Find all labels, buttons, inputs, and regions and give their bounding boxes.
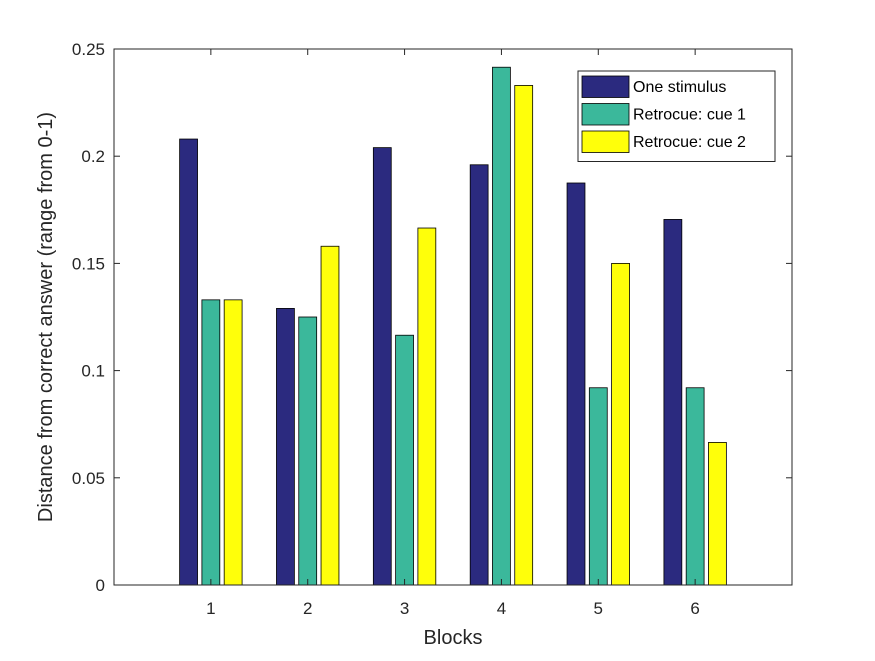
bar-series1-2	[276, 308, 295, 586]
x-tick-label: 6	[690, 599, 699, 618]
axes-box	[113, 48, 793, 586]
bar-series2-5	[588, 387, 608, 586]
y-tick-label: 0.15	[72, 254, 105, 273]
bar-series1-3	[372, 147, 392, 586]
y-tick-label: 0.05	[72, 469, 105, 488]
legend-label: Retrocue: cue 2	[633, 134, 746, 151]
x-tick-label: 2	[303, 599, 312, 618]
legend-swatch	[581, 103, 630, 126]
bar-series2-6	[685, 387, 705, 586]
legend-label: One stimulus	[633, 79, 726, 96]
bar-series2-4	[492, 66, 511, 586]
bar-series3-3	[417, 227, 437, 586]
x-axis-label: Blocks	[424, 627, 483, 649]
x-tick-label: 3	[400, 599, 409, 618]
y-tick-label: 0.25	[72, 40, 105, 59]
y-tick-label: 0.2	[81, 147, 105, 166]
legend: One stimulus Retrocue: cue 1 Retrocue: cue…	[577, 70, 776, 162]
y-tick-label: 0.1	[81, 362, 105, 381]
y-axis-label: Distance from correct answer (range from…	[35, 112, 57, 522]
bar-series1-6	[663, 219, 683, 586]
y-tick-label: 0	[96, 576, 105, 595]
bar-series2-1	[201, 299, 221, 586]
legend-swatch	[581, 130, 630, 153]
bar-series3-5	[611, 262, 630, 586]
bar-series3-1	[223, 299, 243, 586]
ticks-group: 1 2 3 4 5 6 0 0.05 0.1 0.15 0.2 0.25	[72, 40, 792, 618]
bar-series3-6	[708, 442, 727, 586]
bar-series2-3	[395, 334, 414, 586]
bar-series3-2	[320, 245, 340, 586]
x-tick-label: 1	[206, 599, 215, 618]
legend-swatch	[581, 75, 630, 98]
bar-series3-4	[514, 85, 534, 586]
x-tick-label: 5	[594, 599, 603, 618]
bar-series1-5	[566, 182, 586, 586]
bars-group	[179, 66, 727, 586]
bar-series2-2	[298, 316, 318, 586]
bar-series1-1	[179, 138, 198, 586]
x-tick-label: 4	[497, 599, 506, 618]
bar-series1-4	[469, 164, 489, 586]
legend-label: Retrocue: cue 1	[633, 107, 746, 124]
